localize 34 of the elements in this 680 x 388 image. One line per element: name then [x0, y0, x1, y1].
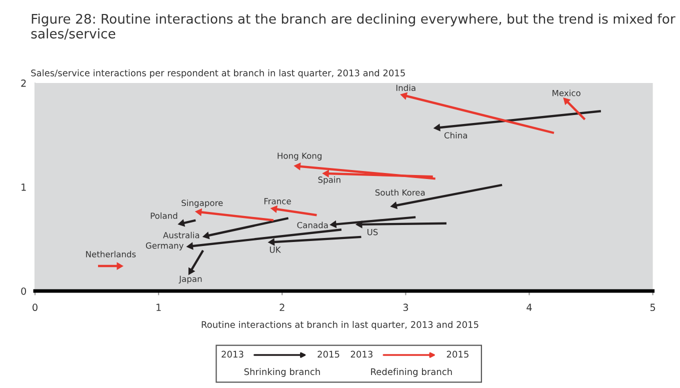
series-label: India	[396, 84, 416, 91]
x-axis-title: Routine interactions at branch in last quarter, 2013 and 2015	[202, 321, 478, 330]
series-label: France	[264, 198, 291, 204]
series-label: China	[444, 132, 468, 138]
series-label: Mexico	[552, 90, 580, 96]
x-tick-label: 3	[403, 304, 408, 312]
y-axis-title: Sales/service interactions per respondent at branch in last quarter, 2013 and 2015	[31, 69, 405, 78]
series-label: Canada	[297, 222, 328, 228]
series-label: Germany	[146, 242, 184, 250]
text: 2013	[222, 350, 244, 358]
text: Redefining branch	[371, 368, 452, 377]
text: 2015	[318, 350, 340, 358]
x-tick-label: 5	[650, 304, 656, 312]
y-tick-label: 1	[22, 184, 26, 191]
series-label: US	[368, 228, 378, 236]
series-label: UK	[270, 246, 281, 253]
text: 2015	[446, 350, 468, 358]
series-label: Netherlands	[86, 250, 136, 258]
x-tick-label: 4	[526, 304, 532, 311]
x-tick-label: 1	[156, 304, 161, 311]
series-label: Japan	[178, 276, 202, 284]
series-label: Hong Kong	[278, 152, 322, 161]
x-tick-label: 0	[32, 304, 38, 312]
series-label: Singapore	[182, 200, 223, 208]
series-label: South Korea	[375, 189, 425, 196]
chart-title: Figure 28: Routine interactions at the branch are declining everywhere, but the trend is mixed for sales/service	[31, 14, 676, 40]
x-tick-label: 2	[280, 304, 284, 311]
text: Shrinking branch	[244, 368, 320, 377]
y-tick-label: 2	[21, 80, 26, 87]
series-label: Poland	[150, 212, 178, 219]
text: 2013	[350, 350, 372, 358]
series-label: Australia	[163, 232, 200, 238]
series-label: Spain	[318, 176, 340, 184]
y-tick-label: 0	[21, 287, 26, 295]
